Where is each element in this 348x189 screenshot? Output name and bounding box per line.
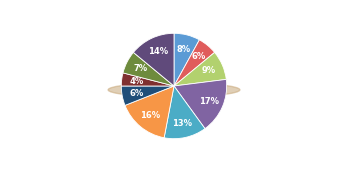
- Wedge shape: [121, 73, 174, 86]
- Wedge shape: [125, 86, 174, 138]
- Text: 8%: 8%: [176, 45, 190, 54]
- Text: 16%: 16%: [140, 111, 160, 120]
- Wedge shape: [164, 86, 205, 139]
- Text: 6%: 6%: [191, 52, 205, 61]
- Text: 9%: 9%: [202, 66, 216, 75]
- Text: 14%: 14%: [148, 47, 168, 56]
- Wedge shape: [123, 52, 174, 86]
- Wedge shape: [121, 86, 174, 105]
- Wedge shape: [133, 33, 174, 86]
- Wedge shape: [174, 33, 199, 86]
- Legend: PET, PS, PVC, PP, HDPE, LDPE/LLDPE, Additives, Others, PUR, PP&A: PET, PS, PVC, PP, HDPE, LDPE/LLDPE, Addi…: [37, 188, 311, 189]
- Text: 13%: 13%: [172, 119, 192, 128]
- Wedge shape: [174, 79, 227, 129]
- Text: 7%: 7%: [133, 64, 147, 73]
- Text: 6%: 6%: [129, 89, 144, 98]
- Ellipse shape: [108, 83, 240, 97]
- Wedge shape: [174, 52, 226, 86]
- Wedge shape: [174, 40, 215, 86]
- Text: 17%: 17%: [199, 97, 219, 106]
- Text: 4%: 4%: [129, 77, 143, 86]
